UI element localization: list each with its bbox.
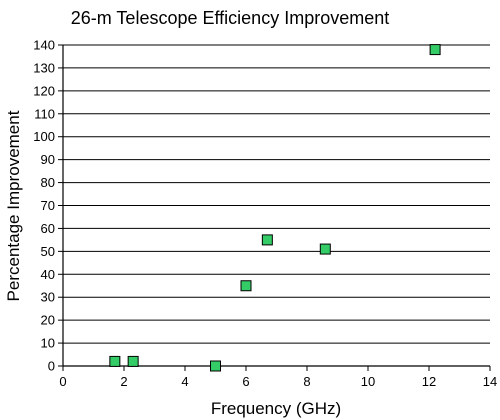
y-tick-label-100: 100 [33, 129, 55, 144]
x-tick-label-14: 14 [483, 374, 497, 389]
x-tick-label-4: 4 [181, 374, 188, 389]
data-point-7 [429, 44, 441, 56]
y-tick-label-0: 0 [48, 359, 55, 374]
data-point-1 [109, 355, 121, 367]
x-tick-label-0: 0 [59, 374, 66, 389]
y-tick-label-70: 70 [41, 198, 55, 213]
y-axis-label: Percentage Improvement [4, 110, 23, 301]
y-tick-label-50: 50 [41, 244, 55, 259]
x-tick-label-2: 2 [120, 374, 127, 389]
x-tick-label-6: 6 [242, 374, 249, 389]
y-tick-label-10: 10 [41, 336, 55, 351]
y-tick-label-140: 140 [33, 38, 55, 53]
x-axis-label: Frequency (GHz) [211, 399, 341, 418]
y-tick-label-40: 40 [41, 267, 55, 282]
y-tick-label-110: 110 [34, 106, 55, 121]
y-tick-label-80: 80 [41, 175, 55, 190]
data-point-4 [240, 280, 252, 292]
y-tick-label-20: 20 [41, 313, 55, 328]
data-points [109, 44, 441, 372]
chart-title: 26-m Telescope Efficiency Improvement [71, 8, 389, 28]
axes [58, 44, 491, 371]
grid-lines [63, 44, 490, 344]
data-point-2 [127, 355, 139, 367]
x-tick-label-8: 8 [303, 374, 310, 389]
y-tick-label-90: 90 [41, 152, 55, 167]
tick-labels: 0 10 20 30 40 50 60 70 80 90 100 110 120 130 140 0 2 4 6 8 1… [33, 38, 497, 390]
data-point-5 [261, 234, 273, 246]
y-tick-label-60: 60 [41, 221, 55, 236]
x-tick-label-10: 10 [361, 374, 375, 389]
data-point-3 [210, 360, 221, 372]
data-point-6 [319, 243, 331, 255]
x-tick-label-12: 12 [422, 374, 436, 389]
y-tick-label-130: 130 [33, 60, 55, 75]
y-tick-label-30: 30 [41, 290, 55, 305]
y-tick-label-120: 120 [33, 83, 55, 98]
